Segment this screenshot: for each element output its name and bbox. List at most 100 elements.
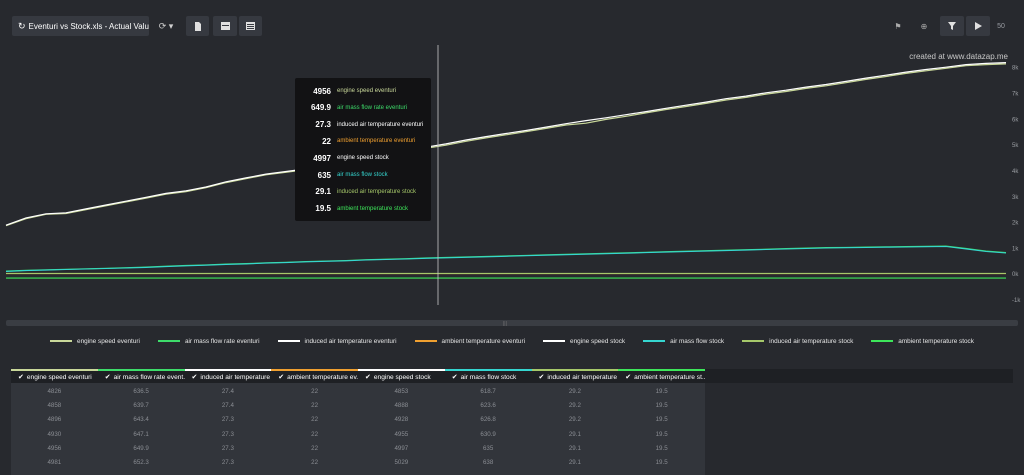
column-header-label: ambient temperature ev...: [287, 373, 358, 381]
table-row[interactable]: 4930 647.1 27.3 22 4955 630.9 29.1 19.5: [11, 428, 705, 441]
column-header[interactable]: ✔ air mass flow stock: [444, 369, 532, 383]
tooltip-value: 27.3: [315, 120, 331, 130]
table-row[interactable]: 4896 643.4 27.3 22 4928 626.8 29.2 19.5: [11, 413, 705, 426]
table-cell: 4981: [47, 459, 62, 466]
table-cell: 635: [482, 444, 494, 452]
column-header[interactable]: ✔ air mass flow rate event...: [97, 369, 185, 383]
legend-item[interactable]: air mass flow rate eventuri: [157, 334, 260, 348]
table-cell: 22: [311, 416, 319, 424]
refresh-button[interactable]: ⟳ ▾: [153, 16, 179, 36]
toolbar: ↻ Eventuri vs Stock.xls - Actual Values.…: [0, 0, 1024, 52]
series-line-engine-speed-eventuri[interactable]: [5, 63, 1007, 227]
table-cell: 19.5: [655, 402, 668, 410]
table-cell: 27.4: [221, 402, 234, 410]
table-cell: 643.4: [133, 416, 149, 424]
tooltip-value: 635: [317, 170, 331, 180]
chart-tooltip: 4956 engine speed eventuri 649.9 air mass f…: [295, 78, 431, 221]
line-chart[interactable]: 8k 7k 6k 5k 4k 3k 2k 1k 0k -1k: [0, 40, 1024, 320]
series-line-engine-speed-stock[interactable]: [5, 62, 1007, 226]
tooltip-series-name: air mass flow stock: [337, 172, 388, 178]
check-icon[interactable]: ✔: [538, 374, 545, 381]
watermark: created at www.datazap.me: [909, 52, 1008, 61]
table-icon: [246, 22, 255, 30]
zoom-button[interactable]: ⊕: [912, 16, 936, 36]
table-cell: 29.1: [568, 430, 581, 438]
playback-speed-value: 50: [997, 22, 1005, 30]
table-row[interactable]: 4826 636.5 27.4 22 4853 618.7 29.2 19.5: [11, 385, 705, 398]
table-cell: 19.5: [655, 388, 668, 395]
check-icon[interactable]: ✔: [278, 374, 285, 381]
scroller-grip-icon[interactable]: |||: [503, 321, 507, 327]
table-cell: 4853: [394, 388, 409, 395]
tooltip-series-name: induced air temperature eventuri: [337, 121, 424, 128]
table-cell: 4997: [394, 444, 409, 452]
column-header[interactable]: ✔ induced air temperature ...: [184, 369, 272, 383]
file-name: Eventuri vs Stock.xls - Actual Values.c.…: [28, 21, 149, 31]
y-tick-label: 4k: [1012, 169, 1019, 175]
legend-swatch: [277, 340, 300, 342]
column-header[interactable]: ✔ engine speed eventuri: [11, 369, 98, 383]
y-tick-label: 7k: [1012, 92, 1019, 98]
legend-item[interactable]: induced air temperature eventuri: [277, 334, 397, 348]
play-button[interactable]: [966, 16, 990, 36]
table-cell: 29.1: [568, 459, 581, 466]
file-selector-button[interactable]: ↻ Eventuri vs Stock.xls - Actual Values.…: [12, 16, 149, 36]
table-cell: 4826: [47, 388, 62, 395]
y-tick-label: 8k: [1012, 66, 1019, 72]
filter-button[interactable]: [940, 16, 964, 36]
table-cell: 22: [311, 444, 319, 452]
legend-item[interactable]: ambient temperature stock: [871, 334, 974, 348]
table-cell: 19.5: [655, 416, 668, 424]
table-row[interactable]: 4981 652.3 27.3 22 5029 638 29.1 19.5: [11, 456, 705, 469]
legend-item[interactable]: ambient temperature eventuri: [414, 334, 526, 348]
column-header[interactable]: ✔induced air temperature st...: [531, 369, 619, 383]
table-row[interactable]: 4858 639.7 27.4 22 4888 623.6 29.2 19.5: [11, 399, 705, 412]
legend-item[interactable]: engine speed stock: [543, 334, 625, 348]
table-button[interactable]: [239, 16, 262, 36]
tooltip-series-name: engine speed eventuri: [337, 88, 397, 94]
legend-swatch: [157, 340, 180, 342]
tooltip-series-name: air mass flow rate eventuri: [337, 104, 408, 111]
column-header[interactable]: ✔ ambient temperature st...: [618, 369, 705, 383]
column-header-label: induced air temperature ...: [200, 373, 272, 381]
y-tick-label: 3k: [1012, 195, 1019, 201]
legend-item[interactable]: induced air temperature stock: [742, 334, 853, 348]
tooltip-row: 22 ambient temperature eventuri: [295, 133, 431, 149]
check-icon[interactable]: ✔: [451, 374, 458, 381]
flag-button[interactable]: ⚑: [888, 16, 908, 36]
legend-item[interactable]: engine speed eventuri: [50, 334, 140, 348]
legend-label: engine speed stock: [570, 337, 626, 345]
table-cell: 19.5: [655, 444, 668, 452]
panel-button[interactable]: [213, 16, 237, 36]
chart-legend: engine speed eventuri air mass flow rate …: [0, 334, 1024, 348]
table-cell: 4858: [47, 402, 62, 410]
table-cell: 5029: [394, 459, 409, 466]
column-header[interactable]: ✔ ambient temperature ev...: [271, 369, 358, 383]
table-cell: 22: [311, 430, 319, 438]
table-cell: 27.3: [221, 416, 234, 424]
table-cell: 623.6: [480, 402, 496, 410]
chart-range-scroller[interactable]: [6, 320, 1018, 326]
series-line-air-mass-flow-stock[interactable]: [5, 245, 1007, 272]
table-row[interactable]: 4956 649.9 27.3 22 4997 635 29.1 19.5: [11, 442, 705, 455]
check-icon[interactable]: ✔: [18, 374, 24, 381]
tooltip-value: 4997: [313, 153, 331, 163]
check-icon[interactable]: ✔: [365, 374, 371, 381]
playback-speed[interactable]: 50: [992, 16, 1010, 36]
document-button[interactable]: [186, 16, 209, 36]
y-tick-label: 0k: [1012, 272, 1019, 278]
legend-label: ambient temperature eventuri: [441, 337, 526, 345]
table-cell: 626.8: [480, 416, 496, 424]
check-icon[interactable]: ✔: [104, 374, 111, 381]
table-cell: 649.9: [133, 444, 149, 452]
column-header[interactable]: ✔ engine speed stock: [358, 369, 445, 383]
play-icon: [974, 22, 982, 30]
zoom-icon: ⊕: [920, 21, 928, 31]
table-cell: 618.7: [480, 388, 496, 395]
tooltip-series-name: ambient temperature stock: [337, 205, 409, 212]
legend-item[interactable]: air mass flow stock: [643, 334, 724, 348]
check-icon[interactable]: ✔: [191, 374, 198, 381]
column-header-label: air mass flow rate event...: [113, 373, 185, 381]
legend-swatch: [50, 340, 73, 342]
check-icon[interactable]: ✔: [625, 374, 632, 381]
